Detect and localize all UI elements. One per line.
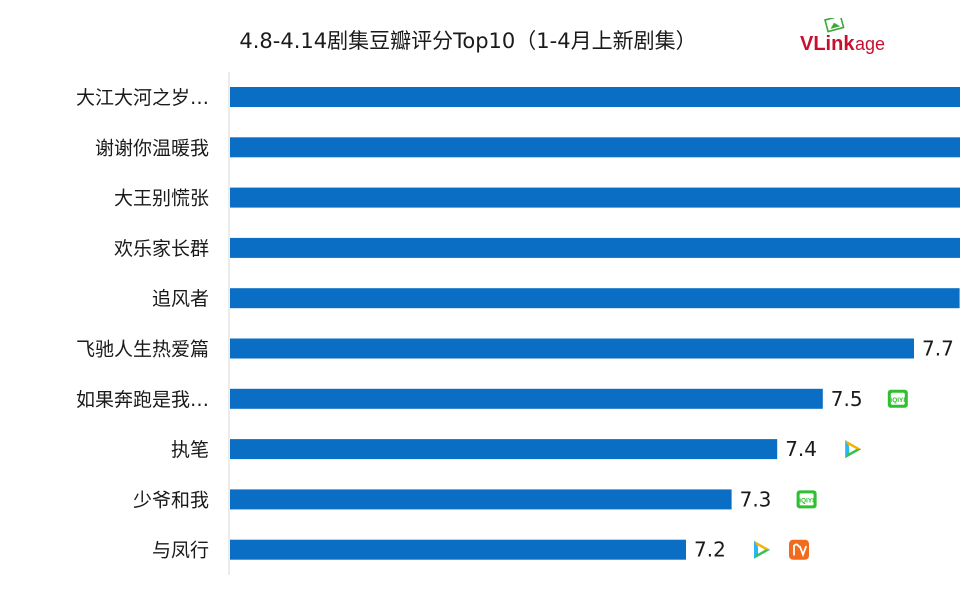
bars-layer	[230, 87, 960, 560]
category-label: 如果奔跑是我…	[76, 389, 209, 411]
vlinkage-logo: VLink age	[800, 14, 900, 58]
bar	[230, 489, 732, 510]
value-label: 7.2	[694, 538, 726, 562]
value-labels-layer: 8.07.97.97.97.87.77.57.47.37.2	[694, 337, 954, 562]
chart-title: 4.8-4.14剧集豆瓣评分Top10（1-4月上新剧集）	[239, 29, 696, 53]
tencent-video-icon	[754, 540, 770, 559]
bar	[230, 288, 960, 309]
iqiyi-icon-text: iQIYI	[890, 397, 905, 404]
category-label: 与凤行	[152, 540, 209, 562]
bar	[230, 87, 960, 107]
value-label: 7.3	[740, 487, 772, 511]
platform-icons-layer: iQIYIiQIYIiQIYIiQIYIiQIYI	[754, 389, 908, 560]
category-labels-layer: 大江大河之岁… 谢谢你温暖我大王别慌张欢乐家长群追风者飞驰人生热爱篇如果奔跑是我……	[76, 87, 209, 562]
value-label: 7.5	[831, 387, 863, 411]
category-label: 执笔	[171, 439, 209, 461]
bar	[230, 187, 960, 208]
bar	[230, 539, 686, 560]
logo-tv-icon	[824, 14, 845, 33]
bar	[230, 338, 914, 359]
iqiyi-icon-text: iQIYI	[799, 497, 814, 504]
value-label: 7.4	[785, 437, 817, 461]
category-label: 追风者	[152, 288, 209, 310]
category-label: 少爷和我	[133, 489, 209, 511]
mango-tv-icon	[789, 539, 809, 560]
tencent-video-icon	[845, 440, 862, 459]
category-label: 大王别慌张	[114, 188, 209, 210]
value-label: 7.7	[922, 337, 954, 361]
category-label: 欢乐家长群	[114, 238, 209, 260]
bar	[230, 388, 823, 409]
bar	[230, 137, 960, 158]
iqiyi-icon: iQIYI	[887, 389, 908, 408]
iqiyi-icon: iQIYI	[796, 490, 817, 509]
svg-text:VLink: VLink	[800, 33, 855, 55]
category-label: 谢谢你温暖我	[95, 137, 209, 159]
bar	[230, 237, 960, 258]
category-label: 大江大河之岁…	[76, 87, 209, 109]
svg-text:age: age	[855, 34, 885, 54]
category-label: 飞驰人生热爱篇	[76, 339, 209, 361]
bar	[230, 439, 778, 460]
